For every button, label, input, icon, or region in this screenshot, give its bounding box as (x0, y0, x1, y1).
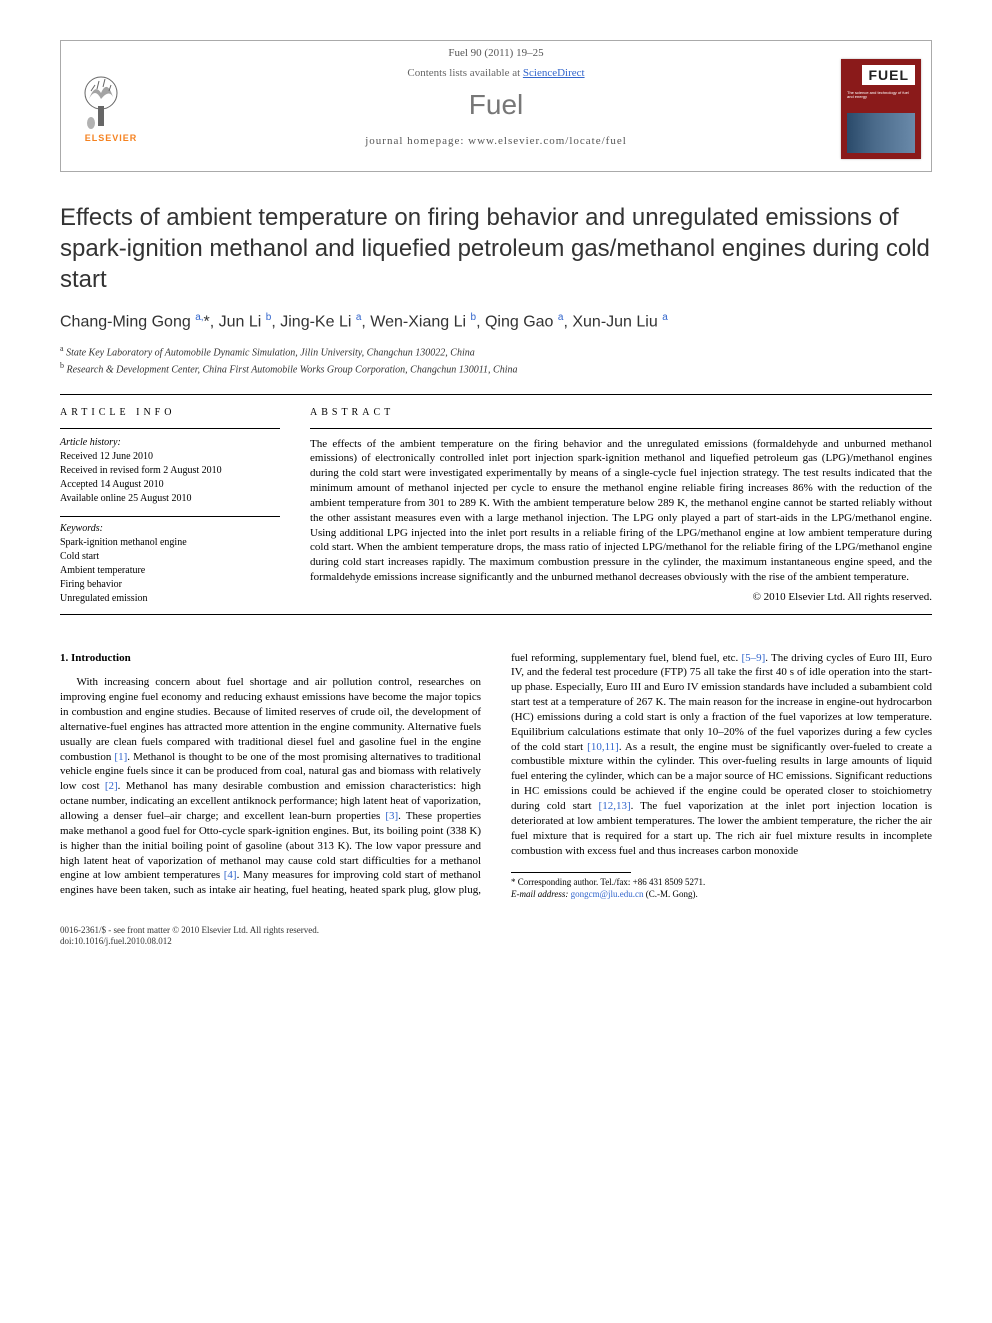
contents-available: Contents lists available at ScienceDirec… (161, 67, 831, 79)
page-footer: 0016-2361/$ - see front matter © 2010 El… (60, 925, 932, 948)
journal-homepage: journal homepage: www.elsevier.com/locat… (161, 135, 831, 147)
keyword: Spark-ignition methanol engine (60, 536, 280, 550)
publisher-logo-text: ELSEVIER (71, 133, 151, 143)
homepage-url[interactable]: www.elsevier.com/locate/fuel (468, 135, 627, 147)
publisher-logo[interactable]: ELSEVIER (71, 71, 151, 156)
keyword: Cold start (60, 550, 280, 564)
history-item: Accepted 14 August 2010 (60, 478, 280, 492)
abstract-column: ABSTRACT The effects of the ambient temp… (310, 407, 932, 606)
corr-email-link[interactable]: gongcm@jlu.edu.cn (571, 889, 644, 899)
citation-line: Fuel 90 (2011) 19–25 (61, 47, 931, 59)
cover-image-icon (847, 113, 915, 153)
article-info-column: ARTICLE INFO Article history: Received 1… (60, 407, 280, 606)
article-info-heading: ARTICLE INFO (60, 407, 280, 418)
corresponding-author-footnote: * Corresponding author. Tel./fax: +86 43… (511, 877, 932, 900)
author-list: Chang-Ming Gong a,*, Jun Li b, Jing-Ke L… (60, 312, 932, 331)
body-columns: 1. Introduction With increasing concern … (60, 651, 932, 901)
body-paragraph: With increasing concern about fuel short… (60, 651, 932, 901)
sciencedirect-link[interactable]: ScienceDirect (523, 67, 585, 79)
keyword: Firing behavior (60, 578, 280, 592)
history-label: Article history: (60, 437, 280, 448)
separator (60, 394, 932, 395)
keyword: Unregulated emission (60, 592, 280, 606)
journal-cover-thumbnail[interactable]: FUEL The science and technology of fuel … (841, 59, 921, 159)
keyword: Ambient temperature (60, 564, 280, 578)
elsevier-tree-icon (71, 71, 131, 131)
section-heading: 1. Introduction (60, 651, 481, 666)
footnote-separator (511, 872, 631, 873)
journal-header: Fuel 90 (2011) 19–25 ELSEVIER Contents l… (60, 40, 932, 172)
history-item: Received in revised form 2 August 2010 (60, 464, 280, 478)
history-item: Available online 25 August 2010 (60, 492, 280, 506)
abstract-heading: ABSTRACT (310, 407, 932, 418)
article-title: Effects of ambient temperature on firing… (60, 202, 932, 296)
abstract-copyright: © 2010 Elsevier Ltd. All rights reserved… (310, 591, 932, 603)
journal-name: Fuel (161, 89, 831, 121)
keywords-label: Keywords: (60, 523, 280, 534)
abstract-text: The effects of the ambient temperature o… (310, 437, 932, 585)
history-item: Received 12 June 2010 (60, 450, 280, 464)
separator (60, 614, 932, 615)
cover-journal-label: FUEL (862, 65, 915, 85)
affiliations: a State Key Laboratory of Automobile Dyn… (60, 343, 932, 378)
